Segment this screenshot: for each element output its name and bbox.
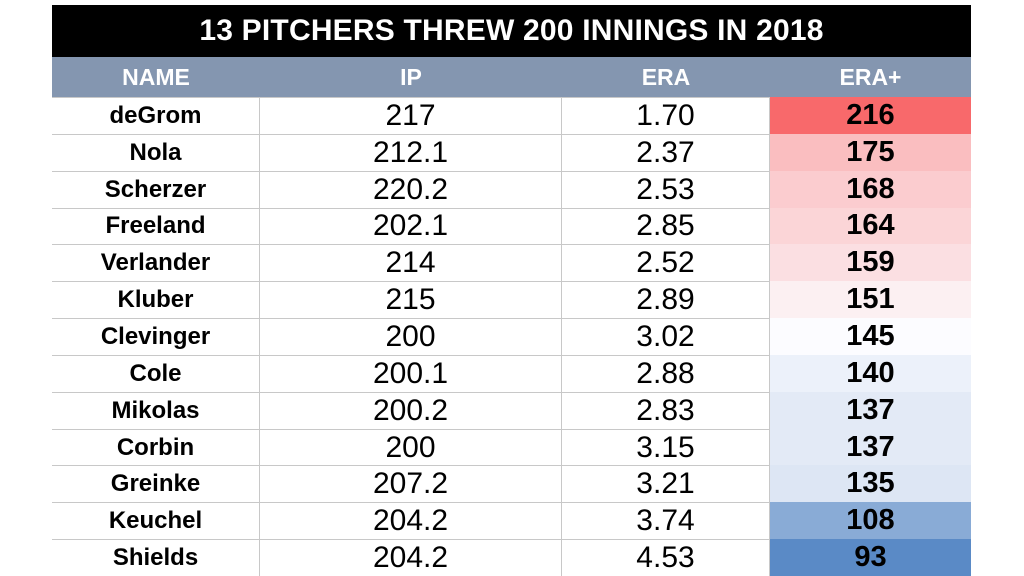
player-name-cell: Nola <box>52 133 260 171</box>
era-plus-cell: 137 <box>770 428 971 466</box>
ip-cell: 200.2 <box>260 391 562 429</box>
era-cell: 2.52 <box>562 244 770 282</box>
table-row: deGrom 217 1.70 216 <box>52 97 971 134</box>
player-name-cell: Mikolas <box>52 391 260 429</box>
era-cell: 1.70 <box>562 97 770 134</box>
era-plus-cell: 151 <box>770 281 971 319</box>
player-name-cell: Kluber <box>52 281 260 319</box>
era-cell: 4.53 <box>562 539 770 576</box>
era-plus-cell: 135 <box>770 465 971 503</box>
title-bar: 13 PITCHERS THREW 200 INNINGS IN 2018 <box>52 5 971 57</box>
era-plus-cell: 137 <box>770 391 971 429</box>
era-cell: 2.85 <box>562 207 770 245</box>
ip-cell: 204.2 <box>260 539 562 576</box>
player-name-cell: Freeland <box>52 207 260 245</box>
era-plus-cell: 175 <box>770 133 971 171</box>
player-name-cell: Keuchel <box>52 502 260 540</box>
table-row: Corbin 200 3.15 137 <box>52 428 971 466</box>
era-cell: 3.15 <box>562 428 770 466</box>
page-title: 13 PITCHERS THREW 200 INNINGS IN 2018 <box>199 14 824 47</box>
era-cell: 3.74 <box>562 502 770 540</box>
player-name-cell: Verlander <box>52 244 260 282</box>
table-row: Keuchel 204.2 3.74 108 <box>52 502 971 540</box>
era-plus-cell: 93 <box>770 539 971 576</box>
table-row: Nola 212.1 2.37 175 <box>52 133 971 171</box>
ip-cell: 215 <box>260 281 562 319</box>
era-cell: 3.21 <box>562 465 770 503</box>
ip-cell: 202.1 <box>260 207 562 245</box>
ip-cell: 204.2 <box>260 502 562 540</box>
era-cell: 2.88 <box>562 354 770 392</box>
era-plus-cell: 140 <box>770 354 971 392</box>
table-row: Mikolas 200.2 2.83 137 <box>52 391 971 429</box>
ip-cell: 217 <box>260 97 562 134</box>
era-plus-cell: 108 <box>770 502 971 540</box>
column-header-era-plus: ERA+ <box>839 63 902 90</box>
era-plus-cell: 159 <box>770 244 971 282</box>
era-plus-cell: 145 <box>770 318 971 355</box>
table-row: Verlander 214 2.52 159 <box>52 244 971 282</box>
ip-cell: 220.2 <box>260 170 562 208</box>
ip-cell: 212.1 <box>260 133 562 171</box>
era-cell: 2.83 <box>562 391 770 429</box>
era-cell: 3.02 <box>562 318 770 355</box>
column-header-era: ERA <box>641 63 691 90</box>
column-header-ip: IP <box>400 63 422 90</box>
player-name-cell: Clevinger <box>52 318 260 355</box>
ip-cell: 207.2 <box>260 465 562 503</box>
era-plus-cell: 216 <box>770 97 971 134</box>
player-name-cell: Cole <box>52 354 260 392</box>
table-row: Clevinger 200 3.02 145 <box>52 318 971 355</box>
player-name-cell: deGrom <box>52 97 260 134</box>
table-row: Shields 204.2 4.53 93 <box>52 539 971 576</box>
ip-cell: 214 <box>260 244 562 282</box>
table-row: Greinke 207.2 3.21 135 <box>52 465 971 503</box>
era-cell: 2.37 <box>562 133 770 171</box>
table-row: Cole 200.1 2.88 140 <box>52 354 971 392</box>
era-cell: 2.53 <box>562 170 770 208</box>
table-body: deGrom 217 1.70 216 Nola 212.1 2.37 175 … <box>52 97 971 576</box>
ip-cell: 200 <box>260 318 562 355</box>
table-row: Kluber 215 2.89 151 <box>52 281 971 319</box>
player-name-cell: Greinke <box>52 465 260 503</box>
table-row: Scherzer 220.2 2.53 168 <box>52 170 971 208</box>
table-header-row: NAME IP ERA ERA+ <box>52 57 971 97</box>
player-name-cell: Shields <box>52 539 260 576</box>
era-cell: 2.89 <box>562 281 770 319</box>
table-row: Freeland 202.1 2.85 164 <box>52 207 971 245</box>
era-plus-cell: 164 <box>770 207 971 245</box>
era-plus-cell: 168 <box>770 170 971 208</box>
player-name-cell: Corbin <box>52 428 260 466</box>
player-name-cell: Scherzer <box>52 170 260 208</box>
pitchers-table: 13 PITCHERS THREW 200 INNINGS IN 2018 NA… <box>52 5 971 576</box>
ip-cell: 200.1 <box>260 354 562 392</box>
column-header-name: NAME <box>122 63 190 90</box>
ip-cell: 200 <box>260 428 562 466</box>
